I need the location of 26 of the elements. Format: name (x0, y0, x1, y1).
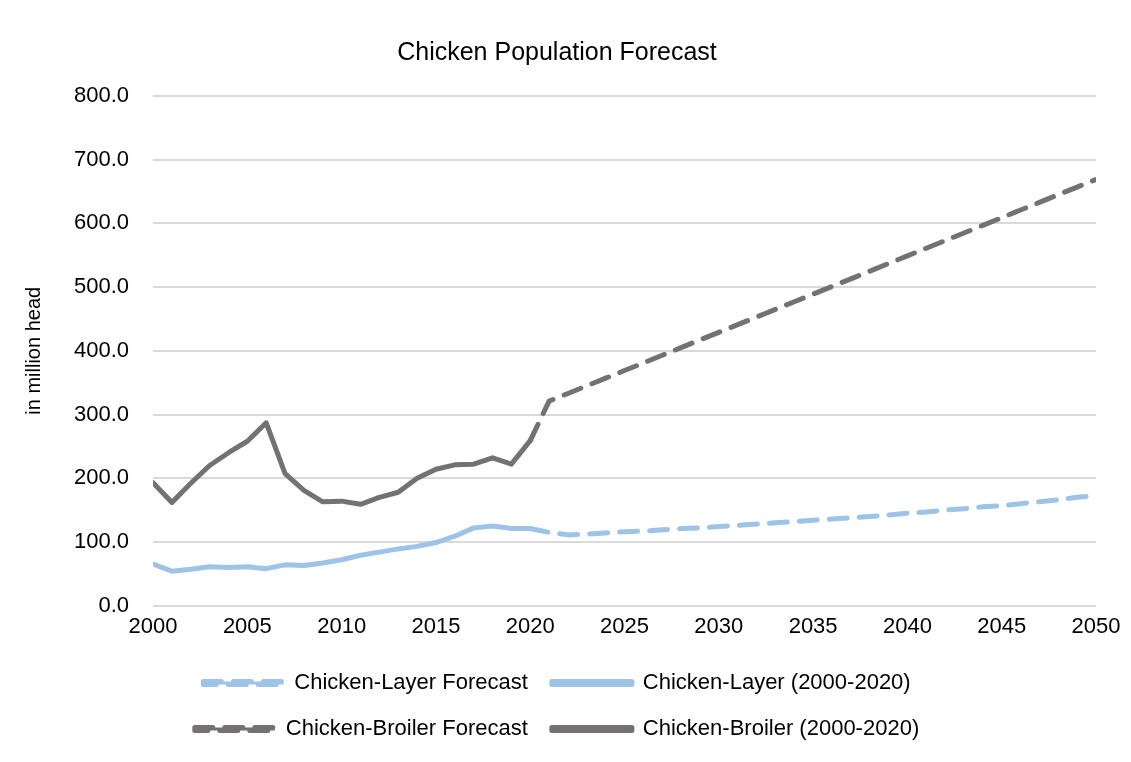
x-tick-label: 2020 (505, 612, 555, 638)
x-tick-label: 2000 (128, 612, 178, 638)
chart-title: Chicken Population Forecast (397, 36, 717, 65)
y-tick-label: 500.0 (73, 273, 130, 299)
legend-label: Chicken-Layer (2000-2020) (642, 669, 911, 695)
x-tick-label: 2035 (788, 612, 838, 638)
legend-label: Chicken-Broiler Forecast (285, 715, 528, 741)
y-tick-label: 300.0 (73, 400, 130, 426)
x-tick-label: 2010 (317, 612, 367, 638)
x-tick-label: 2025 (600, 612, 649, 638)
x-tick-label: 2030 (694, 612, 744, 638)
y-tick-label: 100.0 (73, 527, 130, 553)
y-tick-label: 600.0 (73, 209, 130, 235)
x-tick-label: 2005 (222, 612, 272, 638)
y-tick-label: 700.0 (73, 145, 130, 171)
x-tick-label: 2040 (882, 612, 932, 638)
y-axis-title: in million head (21, 286, 44, 415)
x-tick-label: 2050 (1071, 612, 1121, 638)
legend-label: Chicken-Broiler (2000-2020) (642, 715, 920, 741)
y-tick-label: 800.0 (73, 82, 130, 108)
legend-label: Chicken-Layer Forecast (294, 669, 528, 695)
y-tick-label: 0.0 (98, 591, 130, 617)
y-tick-label: 400.0 (73, 336, 130, 362)
y-tick-label: 200.0 (73, 464, 130, 490)
x-tick-label: 2045 (977, 612, 1027, 638)
x-tick-label: 2015 (411, 612, 461, 638)
